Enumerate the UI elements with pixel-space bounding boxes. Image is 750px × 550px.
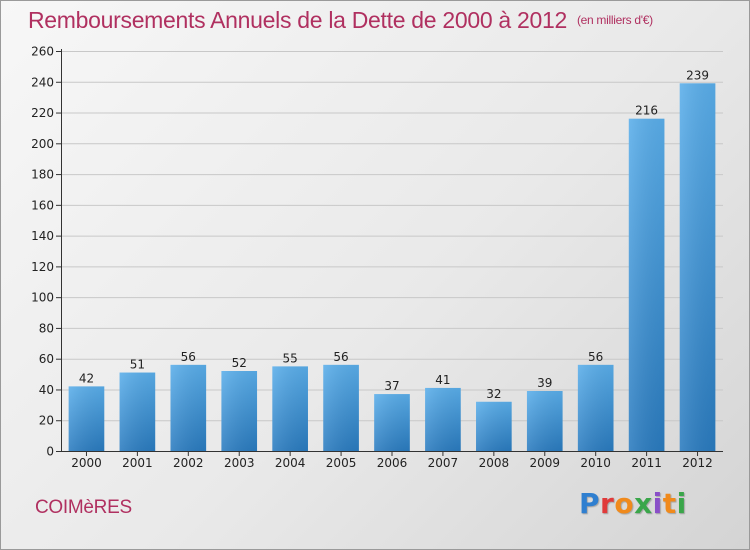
x-tick-label: 2003 bbox=[224, 456, 255, 470]
y-tick-label: 200 bbox=[31, 137, 54, 151]
bar-shade bbox=[323, 364, 359, 451]
x-tick-label: 2010 bbox=[580, 456, 611, 470]
bar-shade bbox=[374, 394, 410, 451]
chart-title: Remboursements Annuels de la Dette de 20… bbox=[28, 7, 653, 34]
bar-shade bbox=[628, 118, 665, 451]
y-tick-label: 120 bbox=[31, 260, 54, 274]
bar-value-label: 39 bbox=[537, 376, 552, 390]
bar-value-label: 51 bbox=[130, 358, 145, 372]
commune-name: COIMèRES bbox=[35, 497, 132, 518]
bar-shade bbox=[577, 364, 614, 451]
y-tick-label: 180 bbox=[31, 168, 54, 182]
bar-value-label: 37 bbox=[384, 379, 399, 393]
y-tick-label: 100 bbox=[31, 291, 54, 305]
y-axis: 0 20 40 60 80 100 120 140 160 180 200 220 240 260 bbox=[31, 45, 62, 459]
chart-title-text: Remboursements Annuels de la Dette de 20… bbox=[28, 7, 567, 33]
x-tick-label: 2005 bbox=[326, 456, 357, 470]
bar-value-label: 32 bbox=[486, 387, 501, 401]
x-tick-label: 2000 bbox=[71, 456, 102, 470]
bar-value-label: 42 bbox=[79, 371, 94, 385]
y-tick-label: 80 bbox=[39, 321, 54, 335]
bar-value-label: 216 bbox=[635, 104, 658, 118]
y-tick-label: 20 bbox=[39, 414, 54, 428]
bar-shade bbox=[272, 366, 308, 451]
y-tick-label: 260 bbox=[31, 45, 54, 59]
bar-shade bbox=[526, 391, 563, 451]
bar-value-label: 239 bbox=[686, 68, 709, 82]
y-tick-label: 0 bbox=[46, 445, 54, 459]
bar-value-label: 56 bbox=[333, 350, 348, 364]
x-tick-label: 2004 bbox=[275, 456, 306, 470]
y-tick-label: 60 bbox=[39, 352, 54, 366]
y-tick-label: 40 bbox=[39, 383, 54, 397]
x-tick-label: 2008 bbox=[479, 456, 510, 470]
y-tick-label: 220 bbox=[31, 106, 54, 120]
bar-shade bbox=[221, 371, 258, 451]
bar-shade bbox=[425, 387, 461, 451]
y-tick-label: 240 bbox=[31, 75, 54, 89]
bar-value-label: 52 bbox=[232, 356, 247, 370]
grid-lines bbox=[61, 51, 723, 422]
bar-shade bbox=[170, 364, 207, 451]
x-tick-label: 2001 bbox=[122, 456, 153, 470]
x-axis: 2000 2001 2002 2003 2004 2005 2006 2007 2008 2009… bbox=[61, 451, 723, 470]
y-tick-label: 140 bbox=[31, 229, 54, 243]
x-tick-label: 2002 bbox=[173, 456, 204, 470]
proxiti-logo: Proxiti bbox=[579, 487, 687, 520]
bar-shade bbox=[68, 386, 105, 451]
bar-value-label: 56 bbox=[588, 350, 603, 364]
x-tick-label: 2009 bbox=[529, 456, 560, 470]
bar-shade bbox=[476, 401, 512, 451]
bars: 42 51 56 52 55 56 37 41 32 39 56 216 239 bbox=[68, 68, 716, 452]
y-tick-label: 160 bbox=[31, 198, 54, 212]
bar-value-label: 55 bbox=[283, 351, 298, 365]
bar-value-label: 56 bbox=[181, 350, 196, 364]
chart-unit: (en milliers d'€) bbox=[576, 13, 653, 27]
x-tick-label: 2012 bbox=[682, 456, 713, 470]
x-tick-label: 2007 bbox=[428, 456, 459, 470]
x-tick-label: 2011 bbox=[631, 456, 662, 470]
bar-shade bbox=[119, 372, 156, 451]
bar-value-label: 41 bbox=[435, 373, 450, 387]
bar-shade bbox=[679, 83, 716, 452]
x-tick-label: 2006 bbox=[377, 456, 408, 470]
